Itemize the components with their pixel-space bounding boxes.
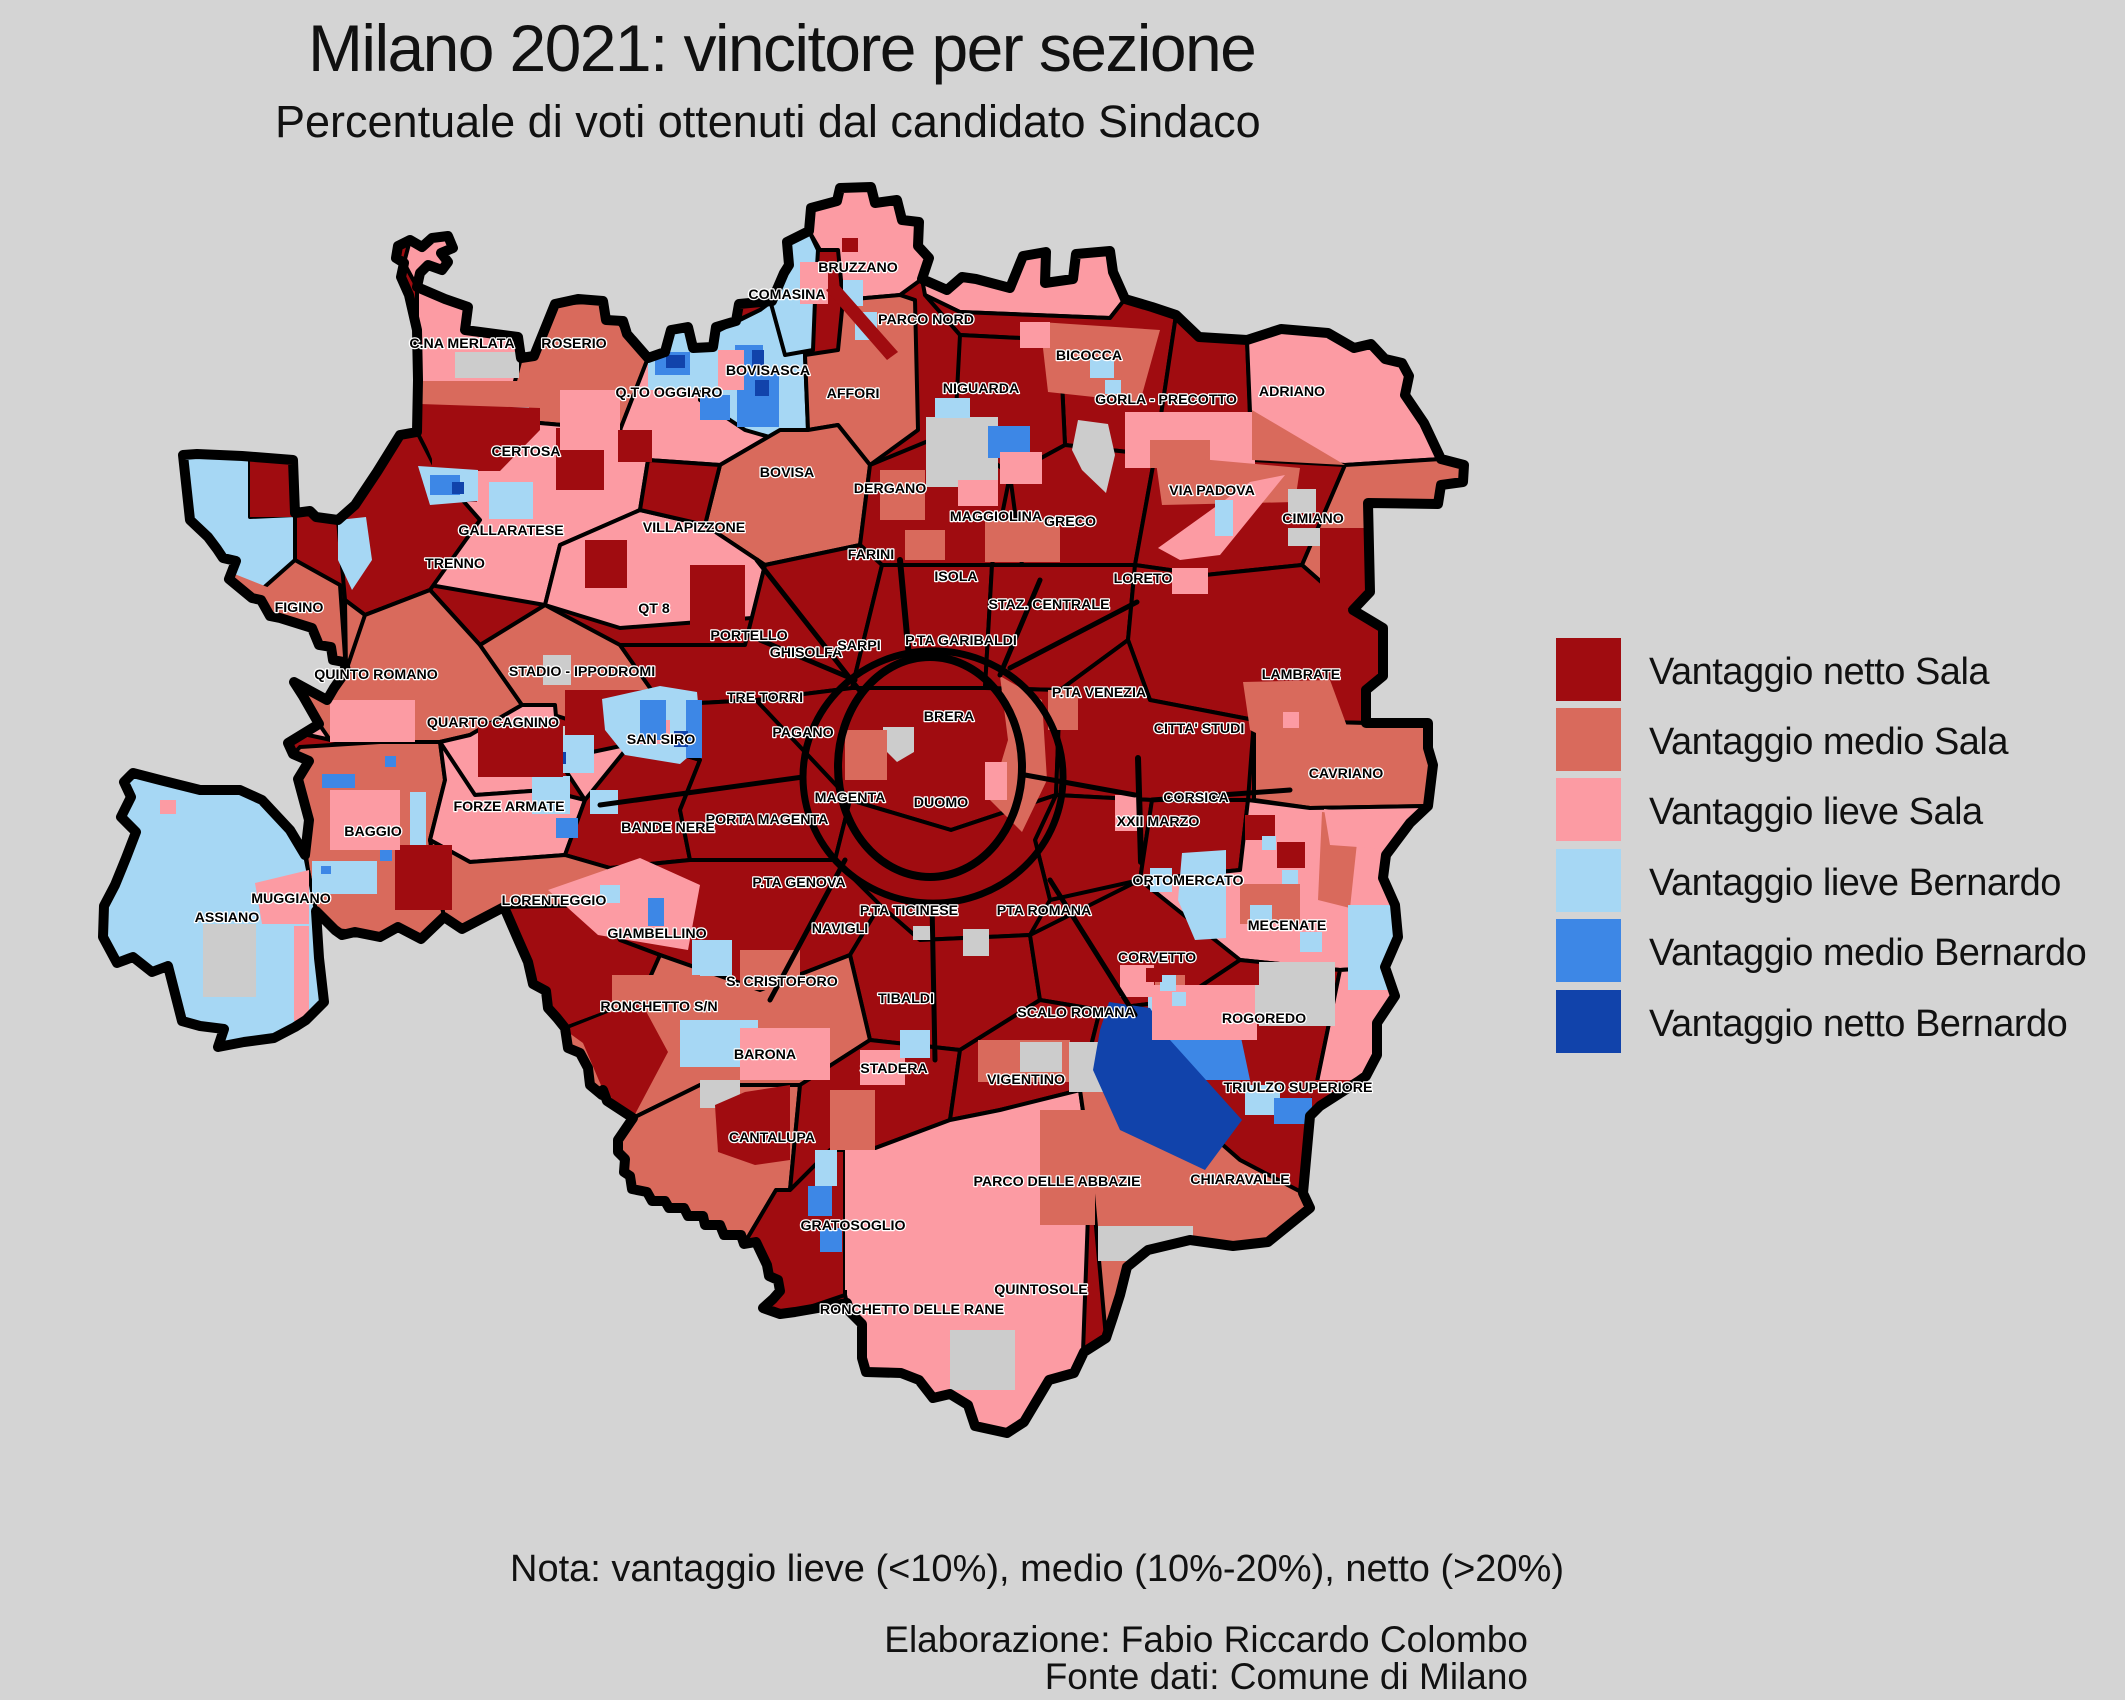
svg-text:QUARTO CAGNINO: QUARTO CAGNINO — [427, 715, 559, 731]
svg-text:DERGANO: DERGANO — [854, 481, 927, 497]
svg-text:Vantaggio lieve Sala: Vantaggio lieve Sala — [1649, 791, 1984, 833]
svg-text:RONCHETTO S/N: RONCHETTO S/N — [600, 999, 717, 1015]
svg-text:FARINI: FARINI — [848, 547, 895, 563]
svg-text:CIMIANO: CIMIANO — [1282, 511, 1343, 527]
svg-text:Nota: vantaggio lieve (<10%),: Nota: vantaggio lieve (<10%), medio (10%… — [510, 1548, 1564, 1590]
svg-text:FORZE ARMATE: FORZE ARMATE — [453, 799, 564, 815]
svg-text:SCALO ROMANA: SCALO ROMANA — [1017, 1005, 1134, 1021]
svg-text:TRIULZO SUPERIORE: TRIULZO SUPERIORE — [1224, 1080, 1373, 1096]
svg-text:CHIARAVALLE: CHIARAVALLE — [1190, 1172, 1290, 1188]
svg-text:LAMBRATE: LAMBRATE — [1262, 667, 1341, 683]
svg-text:ADRIANO: ADRIANO — [1259, 384, 1325, 400]
svg-text:CANTALUPA: CANTALUPA — [729, 1130, 815, 1146]
svg-text:PORTELLO: PORTELLO — [710, 628, 787, 644]
svg-text:NAVIGLI: NAVIGLI — [812, 921, 869, 937]
svg-text:QUINTOSOLE: QUINTOSOLE — [994, 1282, 1088, 1298]
svg-text:CAVRIANO: CAVRIANO — [1309, 766, 1384, 782]
svg-text:Elaborazione: Fabio Riccardo C: Elaborazione: Fabio Riccardo Colombo — [884, 1619, 1528, 1660]
svg-text:MUGGIANO: MUGGIANO — [251, 891, 331, 907]
svg-text:BRUZZANO: BRUZZANO — [818, 260, 898, 276]
svg-text:CORSICA: CORSICA — [1163, 790, 1228, 806]
svg-text:Vantaggio netto Sala: Vantaggio netto Sala — [1649, 651, 1990, 693]
svg-text:Fonte dati: Comune di Milano: Fonte dati: Comune di Milano — [1045, 1656, 1528, 1697]
svg-text:TRE TORRI: TRE TORRI — [727, 690, 803, 706]
svg-text:CORVETTO: CORVETTO — [1118, 950, 1196, 966]
svg-text:P.TA GENOVA: P.TA GENOVA — [752, 875, 845, 891]
svg-text:STADERA: STADERA — [860, 1061, 928, 1077]
svg-text:STAZ. CENTRALE: STAZ. CENTRALE — [988, 597, 1109, 613]
svg-text:P.TA GARIBALDI: P.TA GARIBALDI — [905, 633, 1017, 649]
svg-text:BICOCCA: BICOCCA — [1056, 348, 1122, 364]
svg-text:COMASINA: COMASINA — [748, 287, 825, 303]
svg-text:ASSIANO: ASSIANO — [195, 910, 260, 926]
svg-text:P.TA VENEZIA: P.TA VENEZIA — [1052, 685, 1146, 701]
svg-text:ISOLA: ISOLA — [934, 569, 977, 585]
svg-text:Vantaggio medio Sala: Vantaggio medio Sala — [1649, 721, 2009, 763]
svg-text:MAGENTA: MAGENTA — [815, 790, 886, 806]
svg-text:PARCO NORD: PARCO NORD — [878, 312, 974, 328]
svg-text:GHISOLFA: GHISOLFA — [770, 645, 843, 661]
svg-text:Q.TO OGGIARO: Q.TO OGGIARO — [616, 385, 723, 401]
svg-text:P.TA TICINESE: P.TA TICINESE — [860, 903, 958, 919]
svg-text:DUOMO: DUOMO — [914, 795, 968, 811]
svg-text:STADIO - IPPODROMI: STADIO - IPPODROMI — [509, 664, 655, 680]
svg-text:XXII MARZO: XXII MARZO — [1117, 814, 1200, 830]
svg-text:Vantaggio lieve Bernardo: Vantaggio lieve Bernardo — [1649, 862, 2061, 904]
svg-text:VIA PADOVA: VIA PADOVA — [1169, 483, 1255, 499]
svg-text:PAGANO: PAGANO — [772, 725, 833, 741]
svg-text:SARPI: SARPI — [837, 638, 880, 654]
svg-text:PARCO DELLE ABBAZIE: PARCO DELLE ABBAZIE — [973, 1174, 1140, 1190]
svg-text:PTA ROMANA: PTA ROMANA — [997, 903, 1092, 919]
svg-text:CERTOSA: CERTOSA — [491, 444, 560, 460]
svg-text:ROSERIO: ROSERIO — [541, 336, 606, 352]
svg-text:BANDE NERE: BANDE NERE — [621, 820, 715, 836]
svg-text:SAN SIRO: SAN SIRO — [627, 732, 696, 748]
svg-text:S. CRISTOFORO: S. CRISTOFORO — [726, 974, 838, 990]
svg-text:C.NA MERLATA: C.NA MERLATA — [409, 336, 514, 352]
svg-text:MECENATE: MECENATE — [1248, 918, 1327, 934]
svg-text:LORETO: LORETO — [1114, 571, 1173, 587]
svg-text:BOVISA: BOVISA — [760, 465, 814, 481]
svg-text:GRECO: GRECO — [1044, 514, 1096, 530]
svg-text:BAGGIO: BAGGIO — [344, 824, 402, 840]
svg-text:VILLAPIZZONE: VILLAPIZZONE — [643, 520, 745, 536]
svg-text:Vantaggio netto Bernardo: Vantaggio netto Bernardo — [1649, 1003, 2067, 1045]
svg-text:AFFORI: AFFORI — [827, 386, 880, 402]
svg-text:FIGINO: FIGINO — [275, 600, 324, 616]
svg-text:Percentuale di voti ottenuti d: Percentuale di voti ottenuti dal candida… — [275, 96, 1261, 147]
svg-text:PORTA MAGENTA: PORTA MAGENTA — [706, 812, 829, 828]
svg-text:TRENNO: TRENNO — [425, 556, 485, 572]
svg-text:ROGOREDO: ROGOREDO — [1222, 1011, 1306, 1027]
svg-text:GIAMBELLINO: GIAMBELLINO — [607, 926, 706, 942]
svg-text:MAGGIOLINA: MAGGIOLINA — [950, 509, 1042, 525]
svg-text:GRATOSOGLIO: GRATOSOGLIO — [800, 1218, 905, 1234]
svg-text:BARONA: BARONA — [734, 1047, 796, 1063]
svg-text:Milano 2021: vincitore per sez: Milano 2021: vincitore per sezione — [308, 11, 1255, 85]
svg-text:Vantaggio medio Bernardo: Vantaggio medio Bernardo — [1649, 932, 2086, 974]
svg-text:RONCHETTO DELLE RANE: RONCHETTO DELLE RANE — [820, 1302, 1004, 1318]
svg-text:BOVISASCA: BOVISASCA — [726, 363, 810, 379]
svg-text:BRERA: BRERA — [924, 709, 974, 725]
svg-text:GALLARATESE: GALLARATESE — [458, 523, 563, 539]
svg-text:ORTOMERCATO: ORTOMERCATO — [1132, 873, 1243, 889]
svg-text:TIBALDI: TIBALDI — [878, 991, 934, 1007]
svg-text:NIGUARDA: NIGUARDA — [943, 381, 1019, 397]
svg-text:VIGENTINO: VIGENTINO — [987, 1072, 1065, 1088]
svg-text:QUINTO ROMANO: QUINTO ROMANO — [314, 667, 437, 683]
svg-text:LORENTEGGIO: LORENTEGGIO — [502, 893, 607, 909]
svg-text:CITTA' STUDI: CITTA' STUDI — [1154, 721, 1245, 737]
svg-text:QT 8: QT 8 — [638, 601, 670, 617]
svg-text:GORLA - PRECOTTO: GORLA - PRECOTTO — [1095, 392, 1237, 408]
